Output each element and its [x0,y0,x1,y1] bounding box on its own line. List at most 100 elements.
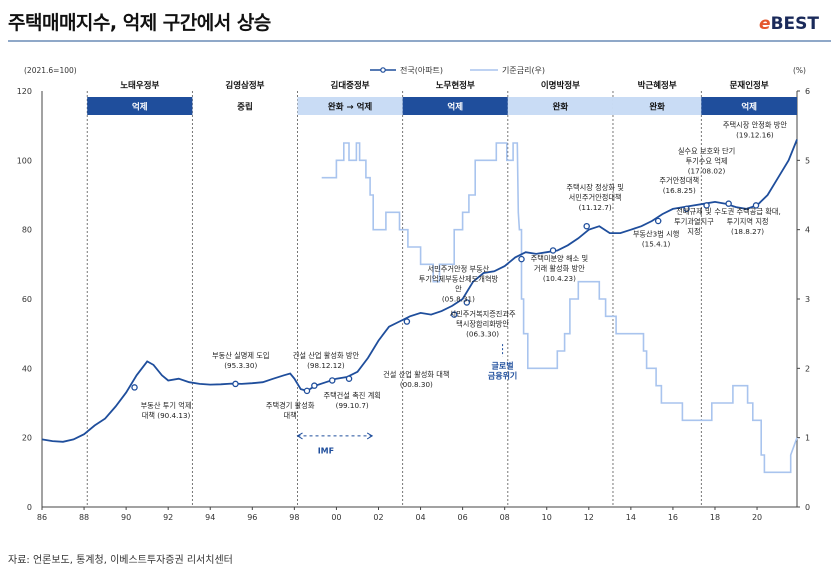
policy-annotation: (05.8.31) [442,294,475,303]
policy-event-marker [311,382,318,389]
policy-annotation: 수도권 주택공급 확대, [714,207,780,216]
policy-annotation: 서민주거복지증진과주 [450,309,517,318]
index-base-label: (2021.6=100) [24,66,77,75]
title-divider [8,40,831,42]
policy-annotation: 주택시장 안정화 방안 [723,120,787,129]
policy-event-marker [583,222,590,230]
left-tick-label: 80 [22,226,32,235]
x-tick-label: 86 [37,513,47,522]
policy-annotation: 택시장합리화방안 [456,319,509,328]
policy-annotation: (18.8.27) [731,227,764,236]
left-tick-label: 20 [22,434,32,443]
left-tick-label: 0 [27,503,32,512]
policy-annotation: 투기수요 억제 [686,156,728,165]
policy-annotation: 투기지역 지정 [727,217,769,226]
policy-annotation: 부동산 투기 억제 [141,401,192,410]
left-tick-label: 120 [17,87,32,96]
right-tick-label: 1 [805,434,810,443]
government-name: 김영삼정부 [225,80,264,91]
policy-annotation: 주택건설 촉진 계획 [323,391,380,400]
policy-label: 완화 [553,102,569,113]
event-callout: 금융위기 [488,370,517,380]
policy-annotation: 실수요 보호와 단기 [678,146,735,155]
policy-annotation: 주거안정대책 [659,176,699,185]
policy-event-marker [345,375,353,382]
policy-band [87,97,193,115]
government-name: 박근혜정부 [638,80,677,91]
policy-annotation: (10.4.23) [543,274,576,283]
government-name: 노무현정부 [436,80,475,91]
policy-annotation: 주택경기 활성화 [266,401,315,410]
logo-text: BEST [770,14,819,34]
right-tick-label: 4 [805,226,810,235]
x-tick-label: 14 [626,513,636,522]
policy-event-marker [549,247,557,254]
policy-label: 억제 [741,102,757,113]
policy-annotation: 주택시장 정상화 및 [566,183,624,192]
housing-index-line [41,139,798,443]
right-unit-label: (%) [793,66,806,75]
policy-annotation: (16.8.25) [663,186,696,195]
policy-annotation: (00.8.30) [400,380,433,389]
x-tick-label: 00 [331,513,341,522]
x-tick-label: 02 [373,513,383,522]
policy-annotation: 주택미분양 해소 및 [531,254,589,263]
policy-annotation: (11.12.7) [579,203,612,212]
policy-annotation: 대책 [284,411,297,420]
policy-annotation: (15.4.1) [642,240,671,249]
x-tick-label: 10 [542,513,552,522]
x-tick-label: 06 [458,513,468,522]
event-callout: 글로벌 [492,360,514,370]
legend-label-rate: 기준금리(우) [502,66,545,75]
x-tick-label: 16 [668,513,678,522]
policy-band [507,97,613,115]
policy-annotation: 서민주거안정 부동산 [428,264,490,273]
left-tick-label: 60 [22,295,32,304]
rate-line [321,142,798,474]
policy-event-marker [450,311,458,318]
policy-event-marker [752,202,760,209]
right-tick-label: 3 [805,295,810,304]
policy-band [701,97,797,115]
x-tick-label: 98 [289,513,299,522]
policy-annotation: (17.08.02) [688,166,726,175]
policy-annotation: (98.12.12) [307,361,345,370]
policy-label: 완화 [649,102,665,113]
right-tick-label: 0 [805,503,810,512]
event-callout: IMF [318,446,334,455]
policy-annotation: 건설 산업 활성화 방안 [293,351,360,360]
government-name: 이명박정부 [541,80,580,91]
policy-annotation: (99.10.7) [336,401,369,410]
source-note: 자료: 언론보도, 통계청, 이베스트투자증권 리서치센터 [8,555,233,566]
policy-event-marker [403,318,411,325]
x-tick-label: 88 [79,513,89,522]
policy-annotation: 부동산 실명제 도입 [212,351,269,360]
legend-dot-main [380,67,386,73]
page-title: 주택매매지수, 억제 구간에서 상승 [8,12,271,34]
policy-event-marker [654,217,662,225]
left-tick-label: 100 [17,156,32,165]
policy-label: 완화 → 억제 [328,102,373,113]
right-tick-label: 5 [805,156,810,165]
policy-label: 억제 [132,102,148,113]
policy-annotation: (06.3.30) [466,329,499,338]
policy-event-marker [683,205,690,213]
policy-event-marker [463,299,471,306]
government-name: 노태우정부 [120,80,159,91]
left-tick-label: 40 [22,364,32,373]
policy-annotation: 거래 활성화 방안 [534,264,585,273]
policy-annotation: (19.12.16) [736,130,774,139]
policy-band [402,97,508,115]
right-tick-label: 6 [805,87,810,96]
policy-annotation: 서민주거안정대책 [569,193,622,202]
policy-event-marker [232,380,239,388]
right-tick-label: 2 [805,364,810,373]
policy-annotation: 전매규제 및 [676,207,712,216]
policy-annotation: 건설 산업 활성화 대책 [383,370,449,379]
policy-event-marker [518,255,525,263]
policy-annotation: (95.3.30) [224,361,257,370]
policy-band [297,97,403,115]
policy-event-marker [725,200,732,207]
x-tick-label: 08 [500,513,510,522]
arrow-head-left [296,432,303,440]
